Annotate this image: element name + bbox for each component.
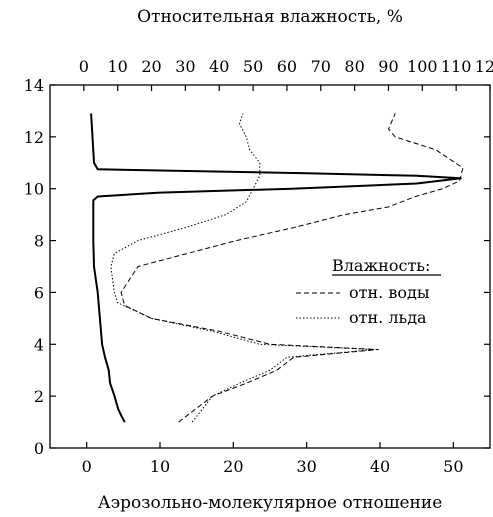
top-tick-label: 110 (441, 57, 472, 76)
top-tick-label: 50 (243, 57, 263, 76)
bottom-tick-label: 20 (223, 457, 243, 476)
left-tick-label: 0 (34, 439, 44, 458)
left-tick-label: 14 (24, 76, 44, 95)
top-tick-label: 100 (407, 57, 438, 76)
bottom-tick-label: 50 (443, 457, 463, 476)
left-tick-label: 8 (34, 232, 44, 251)
bottom-tick-label: 10 (150, 457, 170, 476)
series-layer (90, 113, 464, 423)
legend-label-water: отн. воды (349, 283, 430, 302)
top-tick-label: 20 (141, 57, 161, 76)
bottom-axis-ticks: 0 10 20 30 40 50 (82, 442, 464, 476)
left-tick-label: 10 (24, 180, 44, 199)
plot-frame (49, 84, 491, 449)
bottom-axis-title: Аэрозольно-молекулярное отношение (98, 493, 443, 513)
series-humidity-water (120, 113, 464, 423)
top-tick-label: 30 (175, 57, 195, 76)
legend: Влажность: отн. воды отн. льда (296, 256, 441, 327)
left-tick-label: 6 (34, 283, 44, 302)
bottom-tick-label: 40 (370, 457, 390, 476)
left-tick-label: 4 (34, 335, 44, 354)
series-aerosol-ratio (90, 113, 462, 423)
left-tick-label: 2 (34, 387, 44, 406)
top-tick-label: 10 (108, 57, 128, 76)
bottom-tick-label: 0 (82, 457, 92, 476)
top-tick-label: 40 (209, 57, 229, 76)
legend-title: Влажность: (332, 256, 430, 275)
legend-label-ice: отн. льда (349, 308, 427, 327)
left-tick-label: 12 (24, 128, 44, 147)
top-tick-label: 0 (79, 57, 89, 76)
bottom-tick-label: 30 (296, 457, 316, 476)
top-axis-title: Относительная влажность, % (137, 7, 403, 27)
left-axis-ticks: 0 2 4 6 8 10 12 14 (24, 76, 490, 458)
top-tick-label: 60 (277, 57, 297, 76)
top-tick-label: 120 (475, 57, 493, 76)
top-tick-label: 80 (344, 57, 364, 76)
top-tick-label: 90 (378, 57, 398, 76)
top-tick-label: 70 (311, 57, 331, 76)
